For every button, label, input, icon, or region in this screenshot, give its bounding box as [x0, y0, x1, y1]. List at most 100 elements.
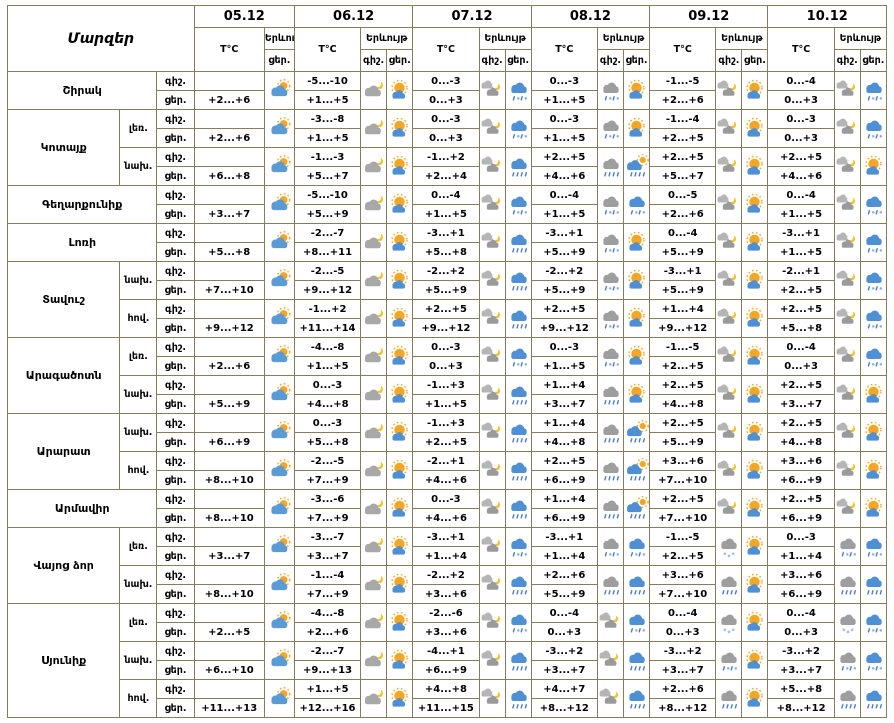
- sleet-day-icon: [861, 230, 885, 255]
- weather-icon-cell: [596, 109, 624, 148]
- temp-value: 0...-4: [767, 71, 835, 91]
- temp-header: T°C: [530, 27, 598, 72]
- weather-icon-cell: [478, 375, 506, 414]
- moon-behind-clouds-icon: [480, 610, 504, 635]
- weather-icon-cell: [741, 375, 769, 414]
- temp-value: +7...+9: [293, 508, 362, 528]
- temp-value: +3...+7: [530, 394, 598, 414]
- phenomenon-header: Երևույթ: [478, 27, 532, 50]
- weather-icon-cell: [622, 489, 651, 528]
- temp-value: -4...-8: [293, 603, 362, 623]
- temp-value: -3...-8: [293, 109, 362, 129]
- partly-cloudy-day-icon: [265, 420, 293, 445]
- weather-icon-cell: [386, 603, 414, 642]
- weather-icon-cell: [596, 679, 624, 718]
- sunny-with-cloud-icon: [743, 154, 767, 179]
- weather-icon-cell: [360, 413, 388, 452]
- sleet-night-icon: [598, 192, 622, 217]
- weather-icon-cell: [478, 109, 506, 148]
- weather-icon-cell: [596, 641, 624, 680]
- weather-icon-cell: [596, 299, 624, 338]
- weather-icon-cell: [622, 603, 651, 642]
- temp-value: 0...-4: [649, 603, 717, 623]
- weather-icon-cell: [715, 299, 743, 338]
- temp-value: +5...+9: [530, 280, 598, 300]
- day-night-label: ցեր.: [156, 204, 195, 224]
- temp-value: 0...+3: [412, 128, 480, 148]
- sleet-night-icon: [598, 116, 622, 141]
- weather-icon-cell: [596, 147, 624, 186]
- sunny-with-cloud-icon: [743, 686, 767, 711]
- regions-title: Մարզեր: [7, 5, 195, 72]
- partly-cloudy-day-icon: [265, 344, 293, 369]
- temp-value: 0...+3: [412, 90, 480, 110]
- temp-value: +6...+10: [193, 660, 265, 680]
- temp-value: +5...+8: [767, 318, 835, 338]
- partly-cloudy-day-icon: [265, 306, 293, 331]
- day-night-label: ցեր.: [156, 90, 195, 110]
- temp-value: -2...+1: [412, 451, 480, 471]
- night-subheader: գիշ.: [360, 49, 388, 72]
- cloudy-night-moon-icon: [362, 572, 386, 597]
- moon-behind-clouds-icon: [480, 648, 504, 673]
- rain-day-icon: [624, 686, 648, 711]
- weather-icon-cell: [859, 109, 888, 148]
- date-header: 05.12: [193, 5, 295, 28]
- weather-icon-cell: [386, 565, 414, 604]
- temp-value: -2...-6: [412, 603, 480, 623]
- temp-value: +5...+9: [193, 394, 265, 414]
- temp-value: +1...+5: [412, 394, 480, 414]
- sunny-with-cloud-icon: [743, 610, 767, 635]
- weather-icon-cell: [504, 185, 532, 224]
- temp-value: +3...+7: [767, 394, 835, 414]
- weather-icon-cell: [859, 71, 888, 110]
- weather-icon-cell: [741, 641, 769, 680]
- weather-icon-cell: [386, 641, 414, 680]
- temp-value: +5...+9: [530, 242, 598, 262]
- cloudy-night-moon-icon: [362, 610, 386, 635]
- weather-icon-cell: [386, 147, 414, 186]
- day-night-label: ցեր.: [156, 698, 195, 718]
- temp-value: +7...+10: [649, 508, 717, 528]
- weather-icon-cell: [263, 185, 295, 224]
- temp-value: -1...-3: [293, 147, 362, 167]
- area-label: լեռ.: [119, 109, 158, 148]
- weather-icon-cell: [596, 375, 624, 414]
- moon-behind-clouds-icon: [480, 192, 504, 217]
- weather-icon-cell: [263, 71, 295, 110]
- sunny-with-cloud-icon: [743, 192, 767, 217]
- temp-value: +1...+4: [530, 546, 598, 566]
- cloudy-night-moon-icon: [362, 306, 386, 331]
- weather-icon-cell: [715, 451, 743, 490]
- temp-header: T°C: [649, 27, 717, 72]
- temp-value: +2...+6: [193, 90, 265, 110]
- temp-value: +9...+12: [412, 318, 480, 338]
- weather-icon-cell: [504, 527, 532, 566]
- partly-cloudy-day-icon: [265, 78, 293, 103]
- rain-day-icon: [506, 268, 530, 293]
- temp-value-empty: [193, 451, 265, 471]
- partly-cloudy-day-icon: [265, 534, 293, 559]
- temp-value: -1...-4: [649, 109, 717, 129]
- temp-value: +2...+5: [649, 546, 717, 566]
- rain-day-icon: [624, 648, 648, 673]
- temp-value: +5...+9: [649, 432, 717, 452]
- weather-icon-cell: [386, 375, 414, 414]
- temp-value: +2...+5: [530, 451, 598, 471]
- weather-icon-cell: [478, 261, 506, 300]
- temp-value: 0...-3: [293, 413, 362, 433]
- day-night-label: գիշ.: [156, 71, 195, 91]
- sunny-with-cloud-icon: [743, 78, 767, 103]
- cloudy-night-moon-icon: [362, 230, 386, 255]
- day-night-label: գիշ.: [156, 185, 195, 205]
- area-label: հով.: [119, 679, 158, 718]
- temp-value: 0...+3: [767, 90, 835, 110]
- temp-value: +1...+5: [412, 204, 480, 224]
- sunny-with-cloud-icon: [743, 306, 767, 331]
- weather-icon-cell: [741, 489, 769, 528]
- temp-value: +4...+8: [767, 432, 835, 452]
- temp-value: -3...+1: [530, 527, 598, 547]
- day-night-label: ցեր.: [156, 280, 195, 300]
- weather-icon-cell: [741, 261, 769, 300]
- weather-icon-cell: [263, 413, 295, 452]
